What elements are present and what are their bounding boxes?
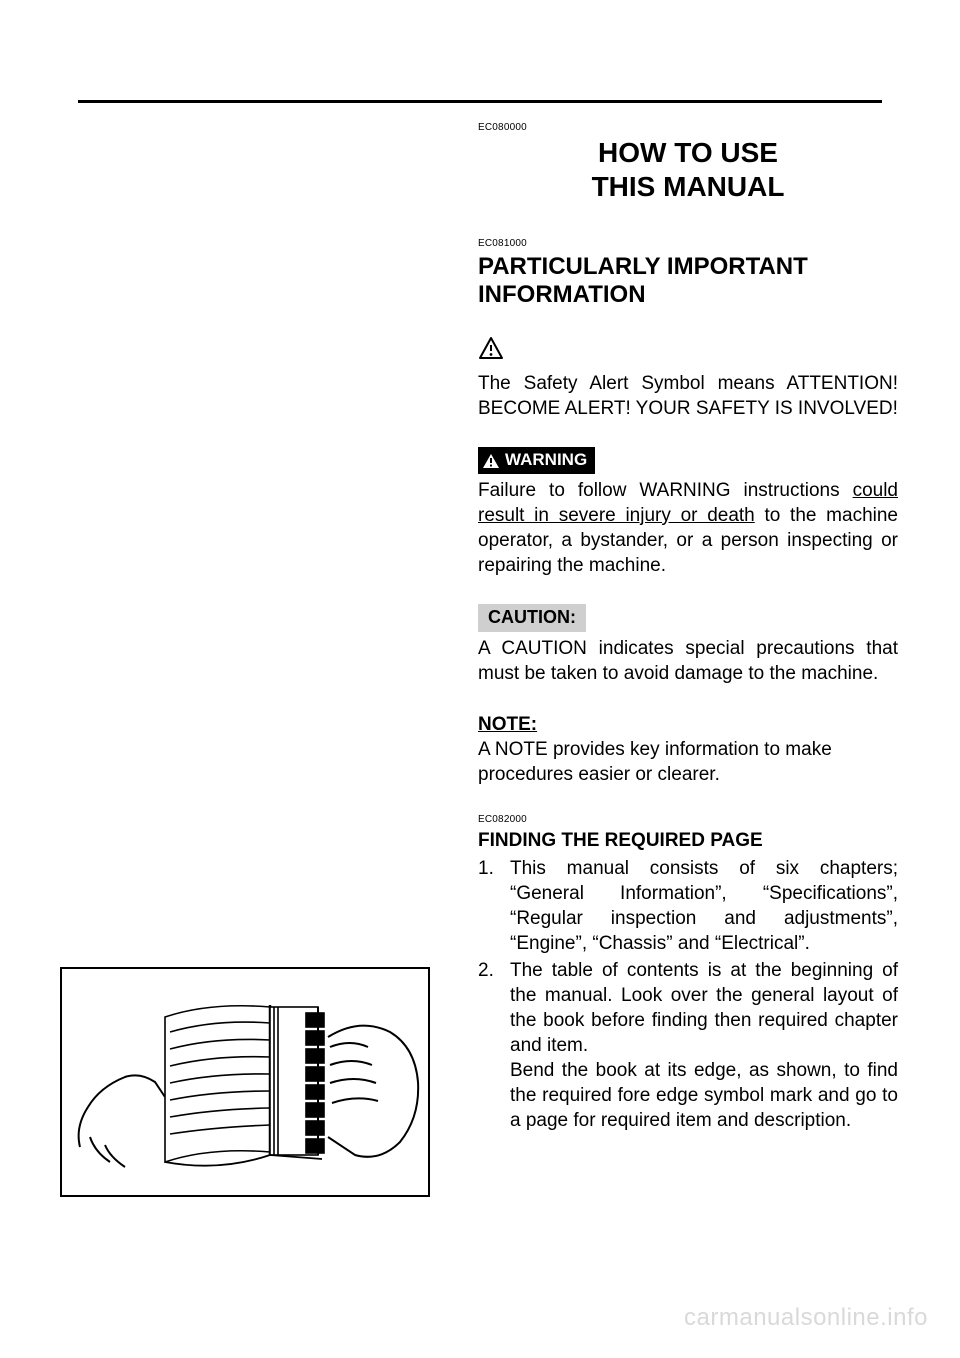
list-item: 1. This manual consists of six chapters;… xyxy=(478,856,898,956)
section2-title: FINDING THE REQUIRED PAGE xyxy=(478,828,898,853)
alert-paragraph: The Safety Alert Symbol means ATTENTION!… xyxy=(478,371,898,421)
caution-badge: CAUTION: xyxy=(478,604,586,632)
ec-code-section2: EC082000 xyxy=(478,813,898,826)
list-item-body: The table of contents is at the beginnin… xyxy=(510,958,898,1134)
warning-label: WARNING xyxy=(505,449,587,471)
warning-paragraph: Failure to follow WARNING instructions c… xyxy=(478,478,898,578)
section1-title: PARTICULARLY IMPORTANT INFORMATION xyxy=(478,253,898,311)
manual-page: EC080000 HOW TO USE THIS MANUAL EC081000… xyxy=(0,0,960,1358)
warning-text-pre: Failure to follow WARNING instructions xyxy=(478,480,853,501)
caution-paragraph: A CAUTION indicates special precautions … xyxy=(478,636,898,686)
safety-alert-icon xyxy=(478,336,898,367)
list-item2-p2: Bend the book at its edge, as shown, to … xyxy=(510,1060,898,1131)
top-rule xyxy=(78,100,882,103)
left-column xyxy=(60,117,450,1197)
right-column: EC080000 HOW TO USE THIS MANUAL EC081000… xyxy=(478,117,898,1197)
list-item-body: This manual consists of six chapters; “G… xyxy=(510,856,898,956)
list-item: 2. The table of contents is at the begin… xyxy=(478,958,898,1134)
finding-page-list: 1. This manual consists of six chapters;… xyxy=(478,856,898,1134)
chapter-title-line2: THIS MANUAL xyxy=(592,171,785,202)
watermark: carmanualsonline.info xyxy=(684,1304,928,1332)
chapter-title-line1: HOW TO USE xyxy=(598,137,778,168)
list-number: 1. xyxy=(478,856,510,956)
ec-code-section1: EC081000 xyxy=(478,237,898,250)
note-text: A NOTE provides key information to make … xyxy=(478,739,832,785)
book-bending-illustration xyxy=(60,967,430,1197)
ec-code-chapter: EC080000 xyxy=(478,121,898,134)
note-label: NOTE: xyxy=(478,714,537,735)
warning-triangle-icon xyxy=(482,453,500,469)
list-item2-p1: The table of contents is at the beginnin… xyxy=(510,960,898,1056)
warning-badge: WARNING xyxy=(478,447,595,473)
caution-label: CAUTION: xyxy=(488,607,576,627)
note-block: NOTE: A NOTE provides key information to… xyxy=(478,712,898,787)
content-row: EC080000 HOW TO USE THIS MANUAL EC081000… xyxy=(60,117,900,1197)
list-number: 2. xyxy=(478,958,510,1134)
chapter-title: HOW TO USE THIS MANUAL xyxy=(478,136,898,203)
